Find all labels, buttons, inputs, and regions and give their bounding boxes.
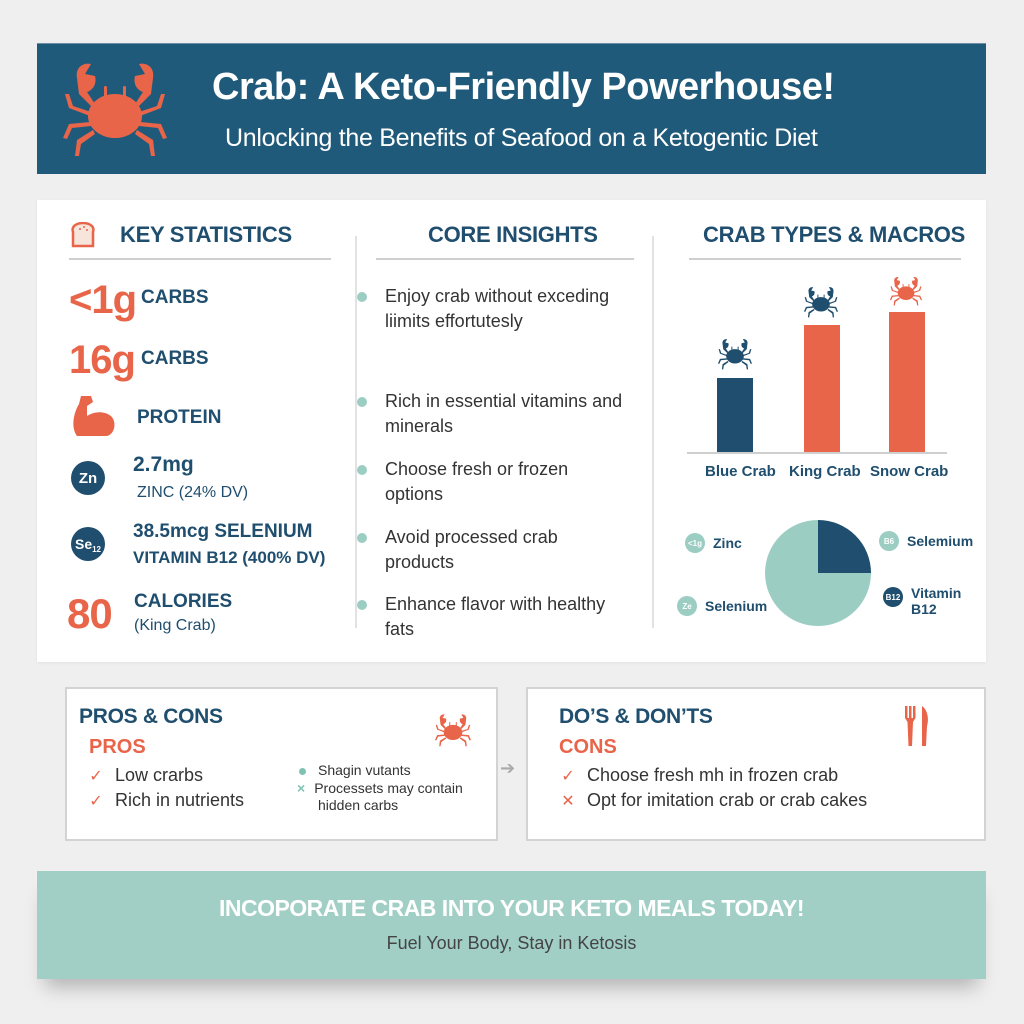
crab-icon xyxy=(886,274,926,308)
page-title: Crab: A Keto-Friendly Powerhouse! xyxy=(212,66,835,108)
bar-king-crab xyxy=(804,325,840,452)
dont-item: ✕ Opt for imitation crab or crab cakes xyxy=(561,790,868,810)
crab-icon xyxy=(429,711,477,749)
bar-blue-crab xyxy=(717,378,753,452)
pie-legend-zinc: <1g Zinc xyxy=(685,533,742,553)
side-item: hidden carbs xyxy=(318,797,399,813)
bullet-dot xyxy=(299,767,306,775)
check-icon: ✓ xyxy=(89,767,103,785)
header-banner: Crab: A Keto-Friendly Powerhouse! Unlock… xyxy=(37,43,986,174)
stat-sub-label: (King Crab) xyxy=(134,617,216,634)
column-divider xyxy=(652,236,654,628)
dos-donts-title: DO’S & DON’TS xyxy=(559,705,713,728)
pie-legend-selenium: Ze Selenium xyxy=(677,596,767,616)
bar-label: Snow Crab xyxy=(870,463,949,480)
insight-item: Enjoy crab without exceding liimits effo… xyxy=(357,284,625,334)
crab-types-heading: CRAB TYPES & MACROS xyxy=(703,222,965,247)
footer-banner: INCOPORATE CRAB INTO YOUR KETO MEALS TOD… xyxy=(37,871,986,979)
pros-cons-box: PROS & CONS PROS ✓ Low crarbs ✓ Rich in nu… xyxy=(65,687,498,841)
stat-label: CARBS xyxy=(141,287,209,308)
column-divider xyxy=(355,236,357,628)
bar-label: King Crab xyxy=(789,463,861,480)
bullet-dot xyxy=(357,600,367,610)
x-icon: × xyxy=(297,780,306,796)
check-icon: ✓ xyxy=(561,767,575,785)
bar-chart xyxy=(687,280,947,454)
fork-knife-icon xyxy=(905,706,928,746)
bullet-dot xyxy=(357,397,367,407)
do-item: ✓ Choose fresh mh in frozen crab xyxy=(561,765,839,785)
bar-label: Blue Crab xyxy=(705,463,776,480)
stat-label: CALORIES xyxy=(134,591,233,612)
arrow-right-icon: ➔ xyxy=(500,758,516,778)
insight-item: Enhance flavor with healthy fats xyxy=(357,592,625,642)
bullet-dot xyxy=(357,533,367,543)
call-to-action: INCOPORATE CRAB INTO YOUR KETO MEALS TOD… xyxy=(218,895,805,921)
key-statistics-heading: KEY STATISTICS xyxy=(120,222,292,247)
page-subtitle: Unlocking the Benefits of Seafood on a K… xyxy=(225,124,818,152)
pro-item: ✓ Low crarbs xyxy=(89,765,204,785)
cons-subheading: CONS xyxy=(559,736,617,758)
stat-label: VITAMIN B12 (400% DV) xyxy=(133,548,326,567)
stat-label: PROTEIN xyxy=(137,407,222,428)
stat-label: CARBS xyxy=(141,348,209,369)
bullet-dot xyxy=(357,465,367,475)
crab-icon xyxy=(713,336,757,372)
core-insights-heading: CORE INSIGHTS xyxy=(428,222,598,247)
crab-icon xyxy=(55,54,175,164)
bread-icon xyxy=(71,222,95,248)
divider xyxy=(689,258,961,260)
zinc-badge: Zn xyxy=(71,461,105,495)
divider xyxy=(376,258,634,260)
bullet-dot xyxy=(357,292,367,302)
pros-subheading: PROS xyxy=(89,736,146,758)
main-panel: KEY STATISTICS <1g CARBS 16g CARBS PROTE… xyxy=(37,200,986,662)
stat-value: 16g xyxy=(69,338,136,382)
stat-value: 80 xyxy=(67,590,113,637)
x-icon: ✕ xyxy=(561,792,575,810)
insight-item: Rich in essential vitamins and minerals xyxy=(357,389,625,439)
pros-cons-title: PROS & CONS xyxy=(79,705,223,728)
stat-label: ZINC (24% DV) xyxy=(137,484,249,501)
dos-donts-box: DO’S & DON’TS CONS ✓ Choose fresh mh in f… xyxy=(526,687,986,841)
pro-item: ✓ Rich in nutrients xyxy=(89,790,245,810)
divider xyxy=(69,258,331,260)
stat-value: 38.5mcg SELENIUM xyxy=(133,521,313,542)
insight-item: Choose fresh or frozen options xyxy=(357,457,625,507)
flexed-bicep-icon xyxy=(73,396,115,436)
selenium-badge: Se 12 xyxy=(71,527,105,561)
side-item: × Processets may contain xyxy=(297,780,463,796)
bar-snow-crab xyxy=(889,312,925,452)
crab-icon xyxy=(799,284,843,320)
pie-chart xyxy=(765,520,871,626)
check-icon: ✓ xyxy=(89,792,103,810)
insight-item: Avoid processed crab products xyxy=(357,525,625,575)
side-item: Shagin vutants xyxy=(299,762,411,778)
stat-value: 2.7mg xyxy=(133,453,194,476)
pie-legend-selemium: B6 Selemium xyxy=(879,531,973,551)
stat-value: <1g xyxy=(69,278,137,322)
pie-legend-b12: B12 Vitamin B12 xyxy=(883,585,973,617)
tagline: Fuel Your Body, Stay in Ketosis xyxy=(386,933,637,953)
